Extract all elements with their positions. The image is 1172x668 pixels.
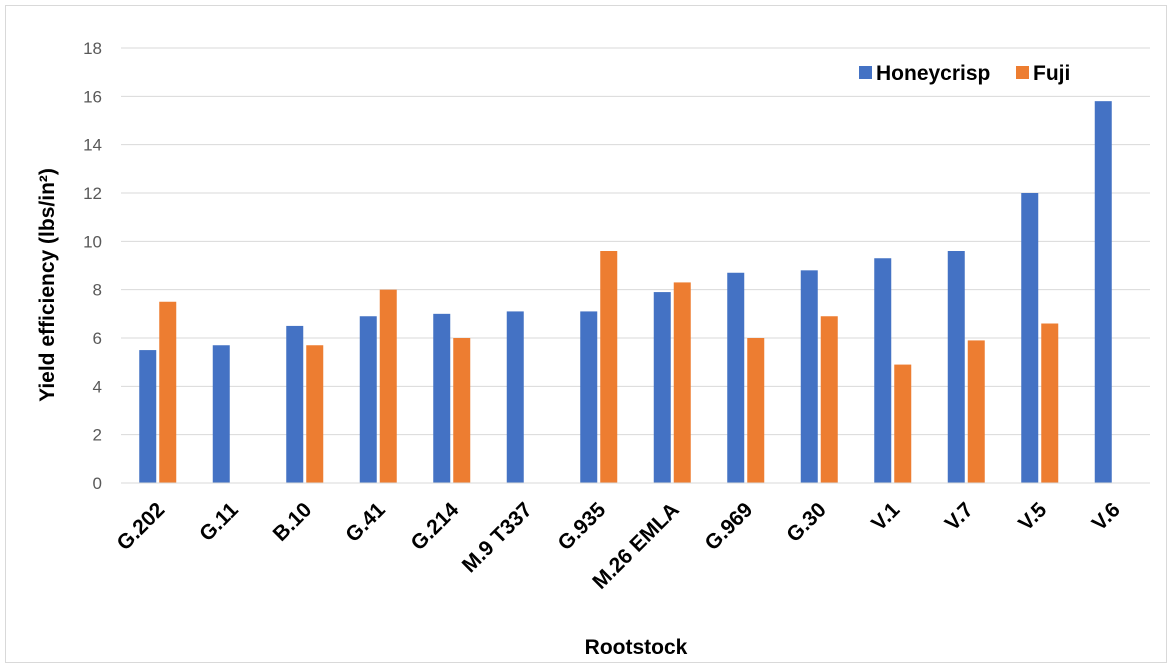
bar-honeycrisp-m-26-emla — [653, 292, 671, 483]
legend-swatch-honeycrisp — [859, 66, 872, 79]
bar-honeycrisp-v-5 — [1021, 193, 1039, 483]
bar-fuji-g-969 — [747, 338, 765, 483]
bar-fuji-v-5 — [1041, 323, 1059, 483]
bar-honeycrisp-v-7 — [947, 251, 965, 483]
x-axis-title: Rootstock — [585, 636, 688, 659]
bar-honeycrisp-m-9-t337 — [506, 311, 524, 483]
bars — [139, 101, 1112, 484]
x-tick-label: V.1 — [867, 498, 904, 535]
bar-fuji-v-1 — [894, 364, 912, 483]
x-tick-label: G.11 — [195, 498, 243, 546]
legend-label-honeycrisp: Honeycrisp — [876, 62, 990, 85]
gridlines — [121, 47, 1150, 436]
x-tick-label: V.7 — [941, 498, 978, 535]
bar-honeycrisp-g-969 — [727, 272, 745, 483]
y-tick-label: 2 — [93, 426, 102, 445]
bar-honeycrisp-g-11 — [212, 345, 230, 483]
bar-honeycrisp-b-10 — [286, 325, 304, 483]
x-tick-label: B.10 — [269, 498, 317, 546]
bar-honeycrisp-g-202 — [139, 350, 157, 483]
x-tick-label: G.214 — [407, 498, 464, 555]
legend: Honeycrisp Fuji — [859, 62, 1070, 85]
y-tick-label: 8 — [93, 281, 102, 300]
bar-honeycrisp-g-30 — [800, 270, 818, 483]
bar-fuji-b-10 — [306, 345, 324, 483]
y-tick-labels: 0 2 4 6 8 10 12 14 16 18 — [83, 39, 102, 493]
y-tick-label: 10 — [83, 232, 102, 251]
bar-fuji-v-7 — [967, 340, 985, 483]
x-tick-label: G.969 — [701, 498, 758, 555]
bar-fuji-g-41 — [379, 289, 397, 483]
x-tick-label: M.9 T337 — [458, 498, 537, 577]
bar-fuji-g-30 — [820, 316, 838, 483]
x-tick-label: G.30 — [782, 498, 830, 546]
legend-label-fuji: Fuji — [1033, 62, 1070, 85]
bar-fuji-g-214 — [453, 338, 471, 483]
x-tick-label: V.6 — [1088, 498, 1125, 535]
y-axis-title: Yield efficiency (lbs/in²) — [36, 168, 59, 402]
bar-honeycrisp-g-214 — [433, 313, 451, 483]
y-tick-label: 4 — [93, 377, 102, 396]
x-tick-label: G.202 — [113, 498, 170, 555]
bar-fuji-g-202 — [159, 301, 177, 483]
x-tick-label: G.41 — [341, 498, 390, 547]
legend-swatch-fuji — [1016, 66, 1029, 79]
bar-fuji-g-935 — [600, 251, 618, 483]
bar-honeycrisp-g-41 — [359, 316, 377, 483]
y-tick-label: 14 — [83, 136, 102, 155]
x-tick-label: V.5 — [1014, 498, 1051, 535]
y-tick-label: 16 — [83, 87, 102, 106]
bar-honeycrisp-v-1 — [874, 258, 892, 483]
y-tick-label: 18 — [83, 39, 102, 58]
x-tick-label: G.935 — [554, 498, 611, 555]
bar-honeycrisp-v-6 — [1094, 101, 1112, 484]
bar-honeycrisp-g-935 — [580, 311, 598, 483]
y-tick-label: 12 — [83, 184, 102, 203]
y-tick-label: 6 — [93, 329, 102, 348]
bar-fuji-m-26-emla — [673, 282, 691, 483]
y-tick-label: 0 — [93, 474, 102, 493]
